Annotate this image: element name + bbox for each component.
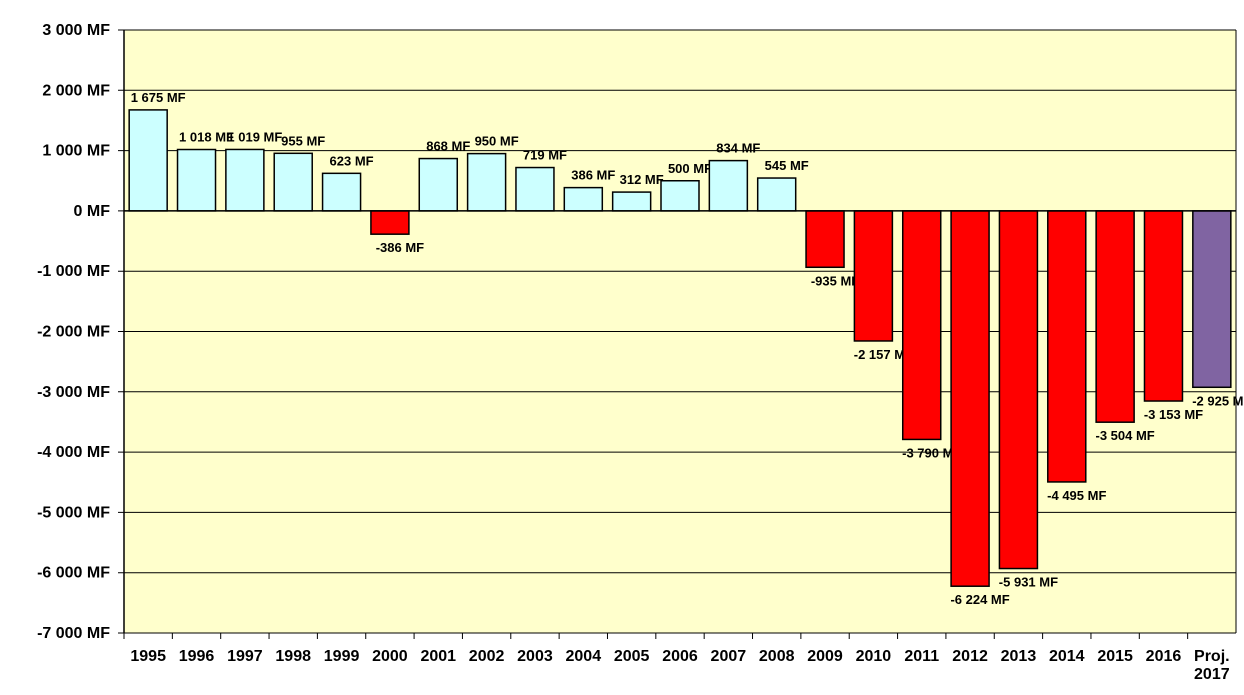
bar <box>708 159 749 212</box>
data-label: 1 018 MF <box>179 130 234 145</box>
data-label: 834 MF <box>716 141 760 156</box>
data-label: -3 790 MF <box>902 445 961 460</box>
x-tick-label: 2012 <box>952 648 988 665</box>
data-label: -2 925 MF <box>1192 393 1244 408</box>
data-label: -3 504 MF <box>1096 428 1155 443</box>
bar <box>128 109 168 212</box>
bar <box>1143 210 1184 402</box>
y-tick-label: 2 000 MF <box>42 82 110 99</box>
bar <box>611 191 652 212</box>
bar <box>853 210 894 342</box>
data-label: -935 MF <box>811 273 859 288</box>
x-tick-label: 2001 <box>420 648 456 665</box>
x-tick-label: 1996 <box>179 648 215 665</box>
data-label: 955 MF <box>281 133 325 148</box>
x-tick-label: 1998 <box>275 648 311 665</box>
x-tick-label: 2004 <box>566 648 602 665</box>
x-tick-label: Proj. 2017 <box>1194 648 1230 683</box>
data-label: -5 931 MF <box>999 575 1058 590</box>
bar <box>370 210 410 235</box>
x-tick-label: 2011 <box>904 648 939 665</box>
bar <box>1047 210 1087 483</box>
data-label: 312 MF <box>620 172 664 187</box>
data-label: 950 MF <box>475 134 519 149</box>
x-tick-label: 2005 <box>614 648 650 665</box>
y-tick-label: -7 000 MF <box>37 625 110 642</box>
data-label: 545 MF <box>765 158 809 173</box>
data-label: 386 MF <box>571 168 615 183</box>
data-label: -2 157 MF <box>854 347 913 362</box>
bar <box>901 210 942 441</box>
bar <box>176 148 217 212</box>
data-label: 868 MF <box>426 139 470 154</box>
x-tick-label: 2007 <box>711 648 747 665</box>
y-tick-label: -6 000 MF <box>37 565 110 582</box>
data-label: -6 224 MF <box>950 592 1009 607</box>
bar <box>225 148 265 212</box>
bar <box>805 210 845 269</box>
x-tick-label: 1995 <box>130 648 166 665</box>
data-label: 500 MF <box>668 161 712 176</box>
bar <box>418 157 459 212</box>
data-label: -386 MF <box>376 240 424 255</box>
data-label: -4 495 MF <box>1047 488 1106 503</box>
x-tick-label: 2016 <box>1146 648 1182 665</box>
bar <box>563 186 604 212</box>
data-label: 1 019 MF <box>227 129 282 144</box>
y-tick-label: 1 000 MF <box>42 143 110 160</box>
y-tick-label: -2 000 MF <box>37 324 110 341</box>
bar <box>515 166 555 212</box>
bar <box>273 152 313 212</box>
y-tick-label: 3 000 MF <box>42 22 110 39</box>
y-tick-label: -4 000 MF <box>37 444 110 461</box>
x-tick-label: 2015 <box>1097 648 1133 665</box>
bar <box>1095 210 1135 423</box>
data-label: -3 153 MF <box>1144 407 1203 422</box>
bar <box>756 177 797 212</box>
y-tick-label: -1 000 MF <box>37 263 110 280</box>
bar <box>660 180 700 212</box>
bar <box>950 210 990 587</box>
x-tick-label: 2009 <box>807 648 843 665</box>
bar <box>998 210 1039 570</box>
x-tick-label: 2003 <box>517 648 553 665</box>
data-label: 719 MF <box>523 148 567 163</box>
x-tick-label: 1997 <box>227 648 263 665</box>
x-tick-label: 2010 <box>856 648 892 665</box>
y-tick-label: -5 000 MF <box>37 504 110 521</box>
data-label: 623 MF <box>330 153 374 168</box>
x-tick-label: 2002 <box>469 648 505 665</box>
x-tick-label: 1999 <box>324 648 360 665</box>
bar <box>321 172 362 212</box>
x-tick-label: 2013 <box>1001 648 1037 665</box>
bar <box>1192 210 1232 389</box>
x-tick-label: 2014 <box>1049 648 1085 665</box>
data-label: 1 675 MF <box>131 90 186 105</box>
bar <box>466 152 507 212</box>
x-tick-label: 2006 <box>662 648 698 665</box>
x-tick-label: 2008 <box>759 648 795 665</box>
x-tick-label: 2000 <box>372 648 408 665</box>
y-tick-label: 0 MF <box>74 203 111 220</box>
y-tick-label: -3 000 MF <box>37 384 110 401</box>
